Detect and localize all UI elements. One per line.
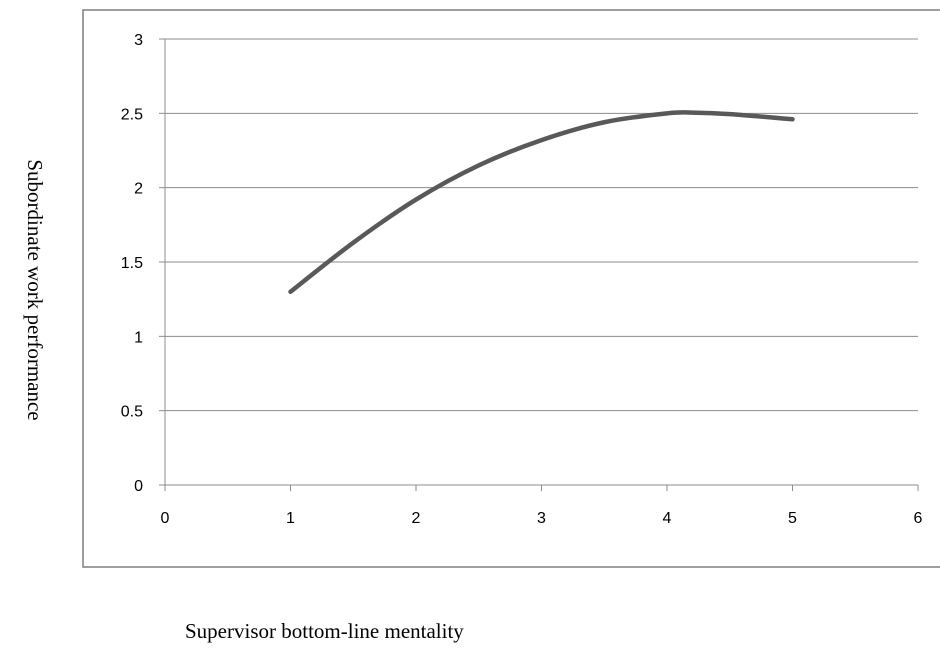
axes bbox=[159, 38, 919, 491]
y-tick-label: 1 bbox=[134, 329, 143, 346]
x-tick-label: 0 bbox=[161, 510, 170, 527]
y-tick-label: 2 bbox=[134, 181, 143, 198]
y-tick-label: 0.5 bbox=[121, 404, 143, 421]
x-tick-label: 1 bbox=[286, 510, 295, 527]
chart-border bbox=[82, 9, 940, 568]
x-axis-label: Supervisor bottom-line mentality bbox=[185, 619, 464, 643]
x-tick-label: 5 bbox=[788, 510, 797, 527]
grid-lines bbox=[165, 38, 918, 412]
x-tick-label: 6 bbox=[914, 510, 923, 527]
x-tick-label: 4 bbox=[663, 510, 672, 527]
y-tick-label: 1.5 bbox=[121, 255, 143, 272]
series-layer bbox=[288, 110, 795, 294]
x-tick-label: 2 bbox=[412, 510, 421, 527]
y-tick-label: 2.5 bbox=[121, 106, 143, 123]
series-line bbox=[288, 110, 795, 294]
y-axis-label: Subordinate work performance bbox=[23, 159, 47, 420]
y-tick-label: 0 bbox=[134, 478, 143, 495]
y-tick-label: 3 bbox=[134, 32, 143, 49]
tick-labels: 0 0.5 1 1.5 2 2.5 3 0 1 2 3 4 5 6 bbox=[121, 32, 923, 527]
x-tick-label: 3 bbox=[537, 510, 546, 527]
